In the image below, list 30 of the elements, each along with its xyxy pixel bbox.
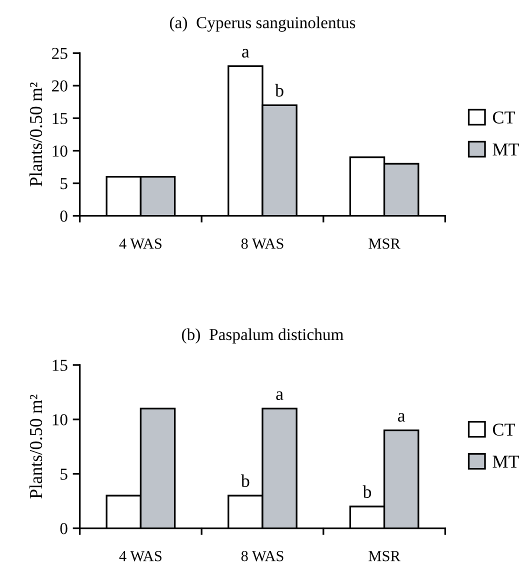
annotation: b (240, 474, 250, 488)
chart-title: (a) Cyperus sanguinolentus (170, 16, 356, 32)
annotation: a (276, 391, 284, 400)
y-axis-title: Plants/0.50 m² (29, 394, 42, 498)
y-tick-label: 15 (52, 360, 68, 371)
y-tick-label: 10 (52, 414, 68, 426)
annotation: b (275, 84, 284, 97)
x-tick-label: 4 WAS (119, 238, 162, 249)
y-tick-label: 5 (60, 468, 68, 480)
y-tick-label: 20 (52, 80, 68, 92)
y-axis-title: Plants/0.50 m² (29, 82, 42, 186)
x-tick-label: 8 WAS (241, 550, 284, 562)
x-tick-label: 8 WAS (241, 238, 284, 249)
y-tick-label: 15 (52, 112, 68, 124)
annotation: b (362, 485, 372, 498)
legend-label: CT (492, 111, 515, 124)
y-tick-label: 0 (60, 522, 68, 534)
legend-label: CT (492, 424, 515, 436)
annotation: a (242, 48, 250, 58)
chart-title: (b) Paspalum distichum (182, 328, 344, 344)
legend-label: MT (492, 144, 520, 156)
y-tick-label: 25 (52, 48, 68, 60)
x-tick-label: 4 WAS (119, 550, 162, 562)
annotation: a (398, 413, 406, 422)
y-tick-label: 10 (52, 145, 68, 157)
legend-label: MT (492, 456, 520, 468)
x-tick-label: MSR (368, 550, 400, 562)
y-tick-label: 0 (60, 210, 68, 222)
x-tick-label: MSR (368, 238, 400, 249)
y-tick-label: 5 (60, 178, 68, 190)
